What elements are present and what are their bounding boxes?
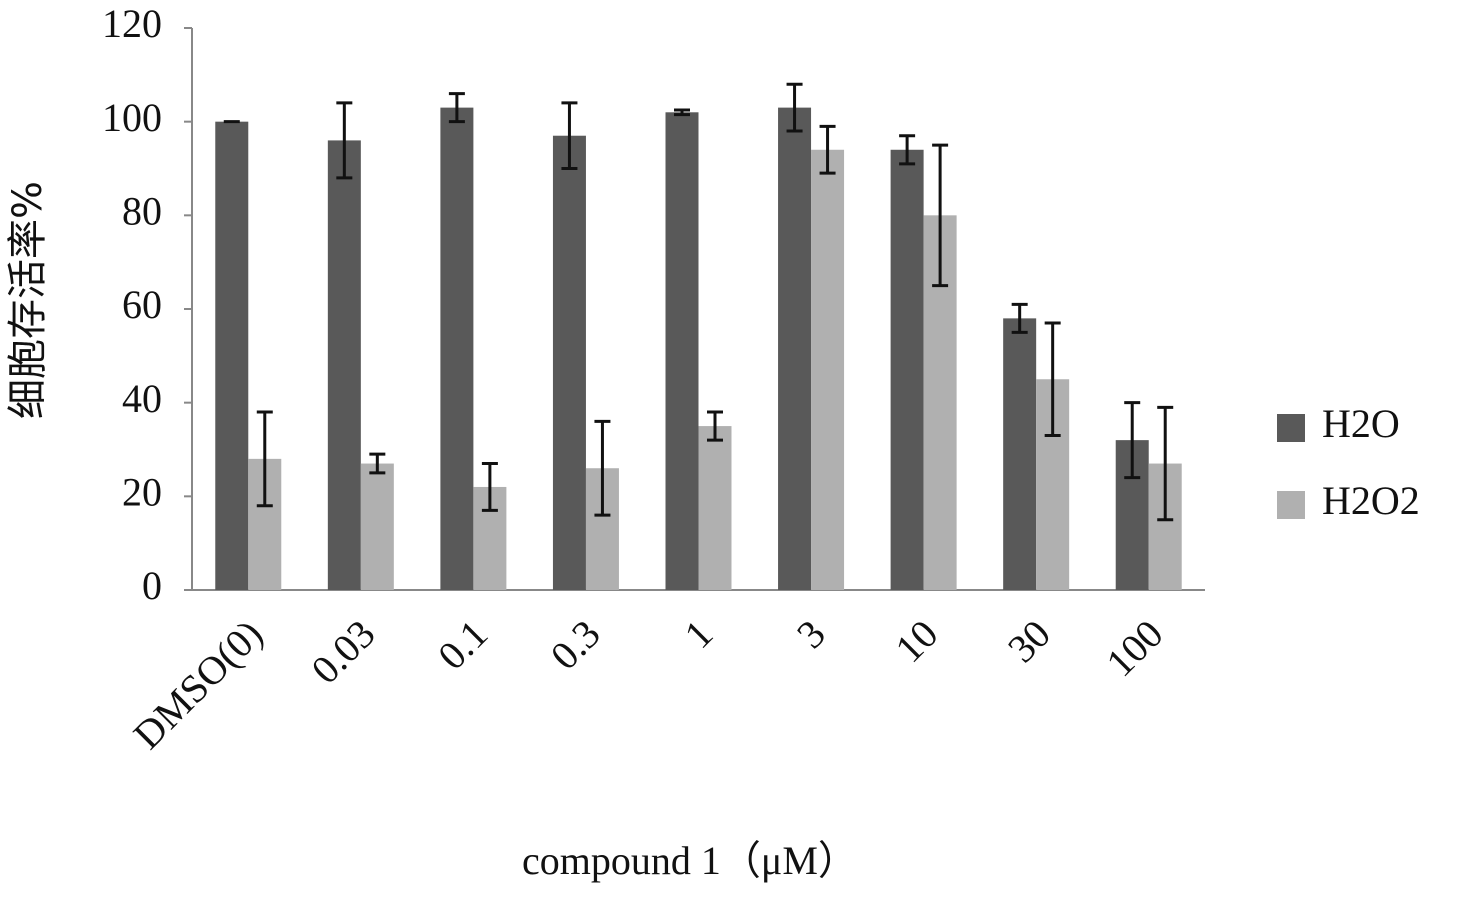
bar [328,140,361,590]
y-tick-label: 80 [122,189,162,234]
bar [361,464,394,590]
chart: 细胞存活率% compound 1（μM） 0 20 40 60 80 100 120 DMS… [0,0,1458,922]
legend-swatch [1277,414,1305,442]
x-axis-label: compound 1（μM） [522,838,858,883]
bar [553,136,586,590]
bar [1003,318,1036,590]
bar [699,426,732,590]
y-tick-label: 40 [122,376,162,421]
legend-swatch [1277,491,1305,519]
y-tick-label: 20 [122,470,162,515]
bar [666,112,699,590]
y-tick-label: 0 [142,563,162,608]
x-tick-label: 100 [1097,611,1171,685]
legend-label: H2O [1322,401,1400,446]
x-tick-label: 30 [999,611,1059,671]
y-tick-label: 60 [122,282,162,327]
x-tick-label: 1 [675,611,721,657]
x-tick-label: 10 [886,611,946,671]
bar [778,108,811,590]
x-tick-label: 0.3 [542,611,609,678]
legend-label: H2O2 [1322,478,1420,523]
bar [891,150,924,590]
x-tick-label: 3 [788,611,834,657]
x-tick-label: 0.03 [302,611,383,692]
bar [215,122,248,590]
x-tick-label: DMSO(0) [125,611,272,758]
y-tick-label: 100 [102,95,162,140]
bar [811,150,844,590]
y-axis-label: 细胞存活率% [5,181,51,419]
x-tick-label: 0.1 [429,611,496,678]
y-tick-label: 120 [102,1,162,46]
bar [440,108,473,590]
